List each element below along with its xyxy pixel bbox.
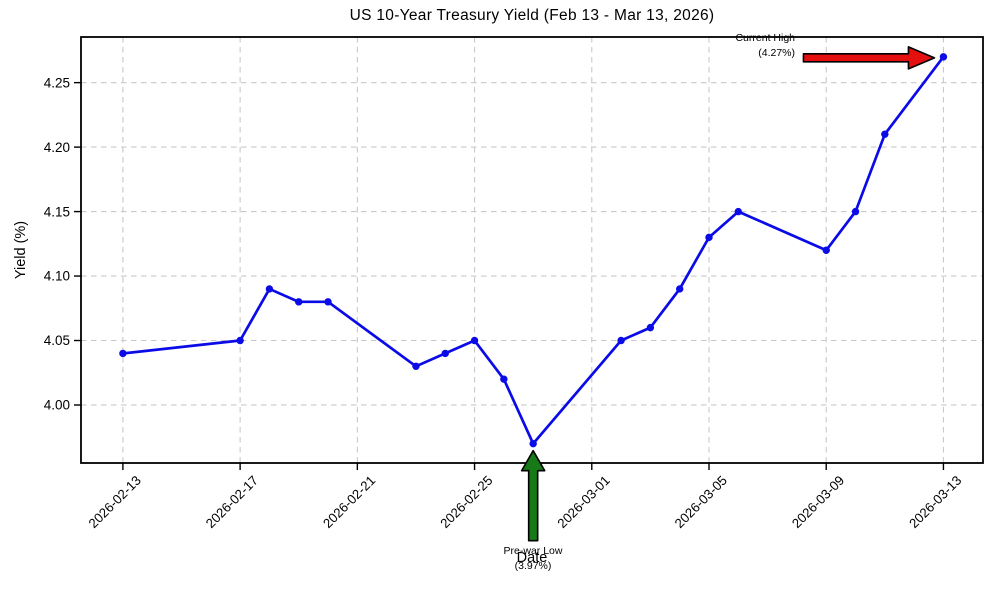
data-point-marker — [441, 349, 449, 358]
x-tick-label: 2026-02-25 — [437, 473, 495, 531]
annotation-current-high: Current High (4.27%) — [735, 31, 795, 61]
data-point-marker — [851, 207, 860, 216]
x-axis-label: Date — [516, 550, 548, 566]
chart-title: US 10-Year Treasury Yield (Feb 13 - Mar … — [349, 7, 715, 24]
data-point-marker — [529, 439, 537, 448]
current-high-arrow — [802, 46, 936, 70]
data-point-marker — [822, 246, 830, 254]
y-tick-label: 4.10 — [44, 269, 70, 284]
data-point-marker — [412, 362, 420, 370]
data-point-marker — [265, 285, 274, 293]
data-point-marker — [734, 207, 743, 216]
y-tick-label: 4.05 — [44, 333, 70, 348]
data-point-marker — [119, 349, 127, 358]
yield-line — [121, 55, 945, 446]
y-tick-label: 4.20 — [44, 140, 70, 155]
x-tick-label: 2026-03-13 — [906, 473, 964, 531]
annotation-pre-war-low-line1: Pre-war Low — [503, 545, 563, 557]
x-tick-label: 2026-03-05 — [672, 473, 730, 531]
x-tick-label: 2026-02-21 — [320, 473, 378, 531]
data-point-marker — [646, 323, 655, 332]
x-tick-label: 2026-02-17 — [203, 473, 261, 531]
y-tick-label: 4.25 — [44, 75, 70, 90]
annotation-pre-war-low-line2: (3.97%) — [514, 560, 552, 572]
annotation-pre-war-low: Pre-war Low (3.97%) — [504, 544, 563, 574]
y-tick-label: 4.00 — [44, 398, 70, 413]
data-point-marker — [617, 336, 625, 345]
x-tick-label: 2026-02-13 — [86, 473, 144, 531]
plot-border — [80, 36, 984, 464]
data-point-marker — [675, 285, 684, 293]
data-point-marker — [500, 375, 508, 383]
data-point-marker — [295, 298, 303, 306]
pre-war-low-arrow — [520, 449, 546, 542]
x-tick-label: 2026-03-09 — [789, 473, 847, 531]
annotation-current-high-line2: (4.27%) — [758, 47, 795, 59]
x-tick-label: 2026-03-01 — [554, 473, 612, 531]
data-point-marker — [324, 298, 332, 306]
data-point-marker — [881, 130, 889, 138]
data-point-marker — [236, 336, 244, 345]
y-tick-label: 4.15 — [44, 204, 70, 219]
data-point-marker — [470, 336, 479, 345]
annotation-current-high-line1: Current High — [735, 32, 795, 44]
data-point-marker — [939, 53, 948, 61]
data-point-marker — [705, 233, 713, 242]
y-axis-label: Yield (%) — [13, 220, 29, 280]
